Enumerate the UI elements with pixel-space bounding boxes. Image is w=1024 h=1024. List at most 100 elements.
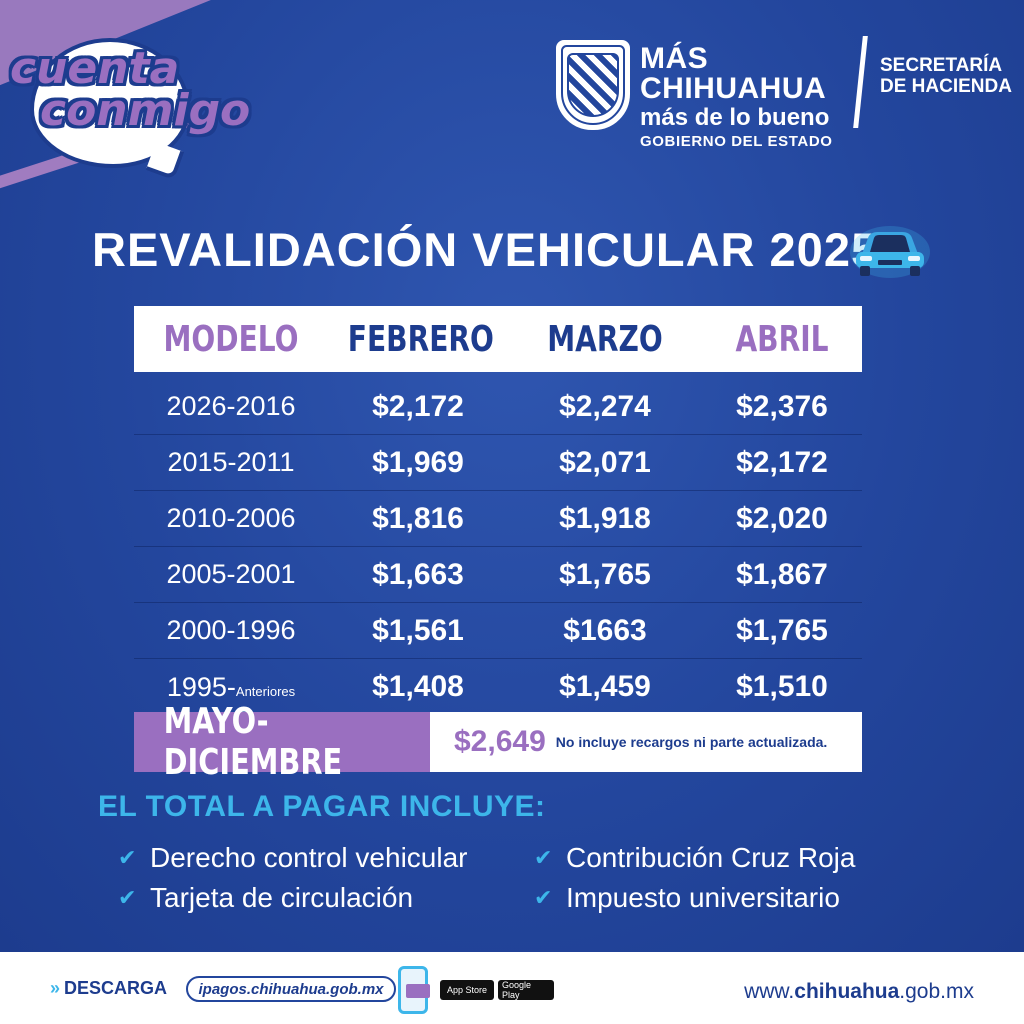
- price-table: 2026-2016 $2,172 $2,274 $2,376 2015-2011 $1,9…: [134, 379, 862, 715]
- app-url-link[interactable]: ipagos.chihuahua.gob.mx: [186, 976, 396, 1002]
- marzo-cell-text: $2,071: [559, 445, 651, 479]
- list-item: ✔ Tarjeta de circulación: [118, 878, 468, 918]
- list-item: ✔ Impuesto universitario: [534, 878, 855, 918]
- checkmark-icon: ✔: [534, 845, 553, 870]
- website-link[interactable]: www.chihuahua.gob.mx: [744, 980, 974, 1004]
- download-text: DESCARGA: [64, 978, 168, 998]
- list-item-text: Impuesto universitario: [566, 882, 840, 913]
- site-prefix: www.: [744, 980, 795, 1003]
- marzo-cell: $1,459: [508, 670, 702, 704]
- marzo-cell-text: $1,459: [559, 670, 651, 703]
- marzo-cell: $2,071: [508, 446, 702, 480]
- dept-line1: SECRETARÍA: [880, 55, 1003, 76]
- febrero-cell: $1,561: [328, 614, 508, 648]
- mayo-value: $2,649 No incluye recargos ni parte actu…: [430, 712, 862, 772]
- logo-divider: [853, 36, 868, 128]
- abril-cell-text: $2,376: [736, 389, 828, 423]
- mayo-price: $2,649: [454, 725, 546, 758]
- dept-line2: DE HACIENDA: [880, 75, 1012, 97]
- model-cell-text: 2015-2011: [167, 447, 295, 477]
- febrero-cell-text: $2,172: [372, 389, 464, 423]
- mayo-diciembre-row: MAYO-DICIEMBRE $2,649 No incluye recargo…: [134, 701, 862, 783]
- abril-cell-text: $1,867: [736, 557, 828, 591]
- model-suffix: Anteriores: [235, 683, 296, 699]
- google-play-badge[interactable]: Google Play: [498, 980, 554, 1000]
- list-item-text: Derecho control vehicular: [150, 842, 468, 873]
- gov-line2: más de lo bueno: [640, 104, 830, 131]
- model-cell-text: 2000-1996: [166, 615, 296, 645]
- abril-cell-text: $2,020: [736, 501, 828, 535]
- table-row: 2000-1996 $1,561 $1663 $1,765: [134, 603, 862, 659]
- badge-line2: conmigo: [40, 84, 251, 136]
- model-cell: 1995-Anteriores: [134, 672, 328, 703]
- abril-cell: $2,172: [702, 446, 862, 480]
- download-label: » DESCARGA: [50, 978, 167, 999]
- header-abril: ABRIL: [735, 318, 829, 360]
- febrero-cell: $1,663: [328, 558, 508, 592]
- abril-cell-text: $1,765: [736, 613, 828, 647]
- badge-line1: cuenta: [10, 43, 180, 94]
- table-header: MODELO FEBRERO MARZO ABRIL: [134, 306, 862, 372]
- abril-cell: $2,376: [702, 390, 862, 424]
- page-title: REVALIDACIÓN VEHICULAR 2025: [92, 223, 879, 276]
- header-modelo: MODELO: [163, 318, 299, 360]
- marzo-cell: $1663: [508, 614, 702, 648]
- gov-line3: GOBIERNO DEL ESTADO: [640, 133, 833, 150]
- poster-background: cuenta conmigo MÁS CHIHUAHUA más de lo b…: [0, 0, 1024, 952]
- mayo-label-text: MAYO-DICIEMBRE: [163, 701, 343, 783]
- includes-title: EL TOTAL A PAGAR INCLUYE:: [98, 790, 546, 823]
- mayo-note: No incluye recargos ni parte actualizada…: [555, 734, 828, 750]
- header-marzo: MARZO: [547, 318, 663, 360]
- table-row: 2010-2006 $1,816 $1,918 $2,020: [134, 491, 862, 547]
- car-icon: [850, 226, 930, 278]
- febrero-cell: $2,172: [328, 390, 508, 424]
- list-item-text: Contribución Cruz Roja: [566, 842, 856, 873]
- marzo-cell-text: $2,274: [559, 389, 651, 423]
- table-row: 1995-Anteriores $1,408 $1,459 $1,510: [134, 659, 862, 715]
- table-row: 2005-2001 $1,663 $1,765 $1,867: [134, 547, 862, 603]
- app-store-badge[interactable]: App Store: [440, 980, 494, 1000]
- model-cell: 2015-2011: [134, 447, 328, 478]
- abril-cell-text: $2,172: [736, 445, 828, 479]
- febrero-cell-text: $1,816: [372, 501, 464, 535]
- government-logo: MÁS CHIHUAHUA más de lo bueno GOBIERNO D…: [640, 42, 850, 151]
- site-domain: chihuahua: [794, 980, 900, 1003]
- abril-cell: $1,765: [702, 614, 862, 648]
- list-item: ✔ Contribución Cruz Roja: [534, 838, 855, 878]
- model-cell: 2026-2016: [134, 391, 328, 422]
- mayo-label: MAYO-DICIEMBRE: [134, 701, 430, 783]
- model-cell: 2010-2006: [134, 503, 328, 534]
- gov-line1: MÁS CHIHUAHUA: [640, 42, 827, 105]
- cuenta-conmigo-logo: cuenta conmigo: [10, 43, 270, 136]
- state-seal-icon: [556, 40, 630, 130]
- model-cell-text: 2010-2006: [166, 503, 296, 533]
- marzo-cell: $1,918: [508, 502, 702, 536]
- abril-cell: $2,020: [702, 502, 862, 536]
- febrero-cell-text: $1,663: [372, 557, 464, 591]
- includes-list-right: ✔ Contribución Cruz Roja ✔ Impuesto univers…: [534, 838, 855, 918]
- card-icon: [406, 984, 430, 998]
- model-cell-text: 2005-2001: [166, 559, 296, 589]
- marzo-cell-text: $1,765: [559, 557, 651, 591]
- checkmark-icon: ✔: [118, 885, 137, 910]
- list-item: ✔ Derecho control vehicular: [118, 838, 468, 878]
- table-row: 2015-2011 $1,969 $2,071 $2,172: [134, 435, 862, 491]
- site-suffix: .gob.mx: [899, 980, 974, 1003]
- marzo-cell: $2,274: [508, 390, 702, 424]
- abril-cell: $1,510: [702, 670, 862, 704]
- febrero-cell-text: $1,969: [372, 445, 464, 479]
- marzo-cell-text: $1663: [563, 613, 647, 647]
- febrero-cell: $1,408: [328, 670, 508, 704]
- header-febrero: FEBRERO: [347, 318, 494, 360]
- department-name: SECRETARÍA DE HACIENDA: [880, 55, 1012, 98]
- febrero-cell: $1,816: [328, 502, 508, 536]
- double-chevron-icon: »: [50, 978, 61, 998]
- list-item-text: Tarjeta de circulación: [150, 882, 414, 913]
- model-cell-text: 2026-2016: [166, 391, 296, 421]
- marzo-cell-text: $1,918: [559, 501, 651, 535]
- checkmark-icon: ✔: [534, 885, 553, 910]
- marzo-cell: $1,765: [508, 558, 702, 592]
- model-cell-text: 1995-: [166, 671, 236, 702]
- speech-bubble-icon: [30, 38, 190, 168]
- abril-cell: $1,867: [702, 558, 862, 592]
